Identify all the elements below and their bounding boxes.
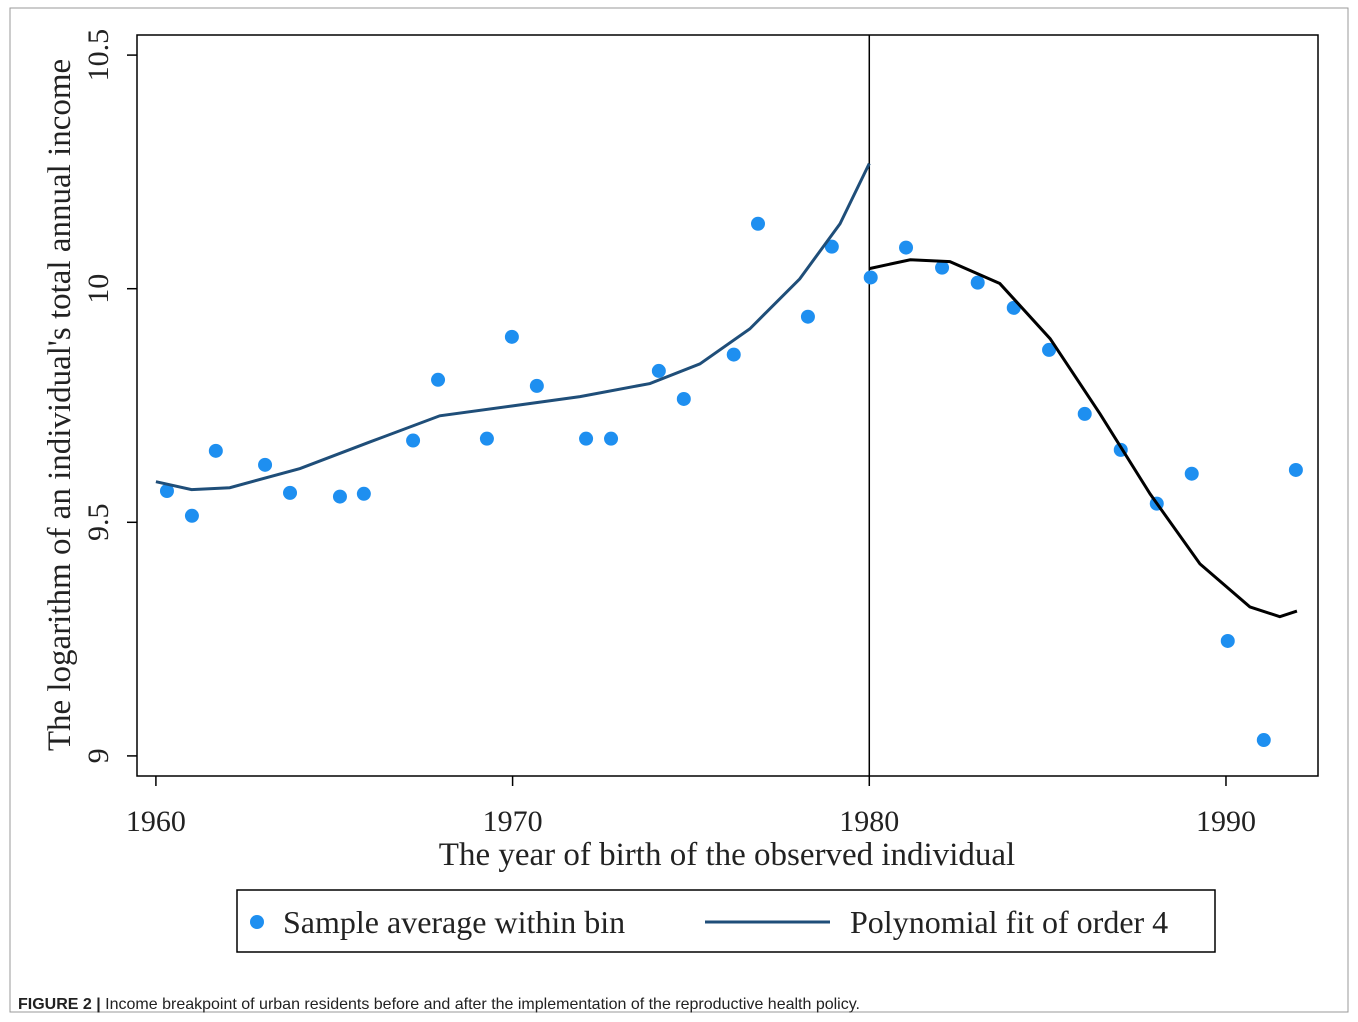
caption-text: Income breakpoint of urban residents bef… [105, 996, 860, 1013]
x-tick-label: 1960 [126, 805, 186, 838]
data-point [479, 431, 494, 446]
data-point [579, 431, 594, 446]
data-point [356, 486, 371, 501]
data-point [899, 240, 914, 255]
x-axis-label: The year of birth of the observed indivi… [439, 837, 1015, 873]
data-point [1220, 633, 1235, 648]
y-tick-label: 10 [82, 274, 115, 304]
fit-line [868, 258, 1298, 619]
data-point [863, 270, 878, 285]
data-point [750, 216, 765, 231]
data-point [431, 372, 446, 387]
data-point [726, 347, 741, 362]
y-tick-label: 9.5 [82, 504, 115, 542]
data-point [1288, 462, 1303, 477]
legend-marker [250, 915, 264, 929]
data-point [604, 431, 619, 446]
data-point [258, 457, 273, 472]
data-point [208, 443, 223, 458]
data-point [676, 391, 691, 406]
data-point [970, 275, 985, 290]
x-tick-label: 1970 [483, 805, 543, 838]
fit-line [155, 162, 871, 492]
data-point [1184, 466, 1199, 481]
y-axis-label: The logarithm of an individual's total a… [42, 59, 78, 751]
data-point [504, 329, 519, 344]
data-point [651, 363, 666, 378]
data-point [800, 309, 815, 324]
data-point [1042, 342, 1057, 357]
data-point [332, 489, 347, 504]
data-point [529, 378, 544, 393]
data-point [406, 433, 421, 448]
legend-box [236, 889, 1216, 953]
x-tick-label: 1990 [1196, 805, 1256, 838]
data-point [824, 239, 839, 254]
data-point [935, 260, 950, 275]
plot-frame [136, 34, 1319, 777]
data-point [283, 485, 298, 500]
y-tick-label: 9 [82, 748, 115, 763]
data-point [184, 508, 199, 523]
data-point [1256, 733, 1271, 748]
x-tick-label: 1980 [839, 805, 899, 838]
data-point [159, 484, 174, 498]
caption-label: FIGURE 2 | [18, 996, 101, 1013]
caption: FIGURE 2 | Income breakpoint of urban re… [18, 996, 860, 1013]
legend-label: Polynomial fit of order 4 [850, 904, 1168, 940]
legend-label: Sample average within bin [283, 904, 625, 940]
figure-border [9, 7, 1349, 1013]
data-point [1077, 406, 1092, 421]
y-tick-label: 10.5 [82, 29, 115, 82]
